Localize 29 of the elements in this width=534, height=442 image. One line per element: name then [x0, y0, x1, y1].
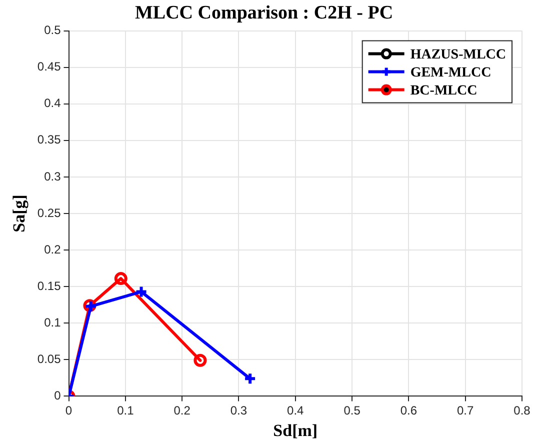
y-tick-label: 0.1	[44, 315, 62, 330]
y-tick-label: 0	[54, 388, 62, 403]
x-tick-label: 0.6	[400, 404, 418, 418]
x-tick-label: 0.4	[287, 404, 304, 418]
x-tick-label: 0	[65, 404, 72, 418]
y-tick-label: 0.5	[44, 23, 62, 38]
point	[114, 272, 128, 286]
y-tick-label: 0.15	[37, 278, 62, 293]
x-tick-label: 0.3	[230, 404, 248, 418]
point	[194, 354, 207, 367]
y-tick-label: 0.4	[44, 96, 62, 110]
y-axis-title: Sa[g]	[10, 194, 29, 232]
legend-label: GEM-MLCC	[410, 65, 492, 80]
legend-label: BC-MLCC	[410, 83, 478, 98]
legend-label: HAZUS-MLCC	[410, 47, 506, 62]
x-tick-label: 0.2	[174, 404, 191, 418]
y-tick-label: 0.3	[44, 169, 62, 184]
y-tick-label: 0.05	[37, 352, 62, 366]
x-axis-title: Sd[m]	[273, 421, 318, 440]
x-tick-label: 0.5	[344, 404, 361, 418]
y-tick-label: 0.2	[44, 242, 62, 256]
x-tick-label: 0.8	[514, 404, 531, 418]
x-tick-label: 0.1	[117, 404, 134, 418]
y-tick-label: 0.25	[37, 206, 62, 220]
chart-title: MLCC Comparison : C2H - PC	[134, 2, 394, 24]
point	[134, 285, 148, 298]
y-tick-label: 0.45	[37, 60, 62, 74]
y-tick-label: 0.35	[37, 132, 62, 147]
x-tick-label: 0.7	[457, 404, 474, 418]
